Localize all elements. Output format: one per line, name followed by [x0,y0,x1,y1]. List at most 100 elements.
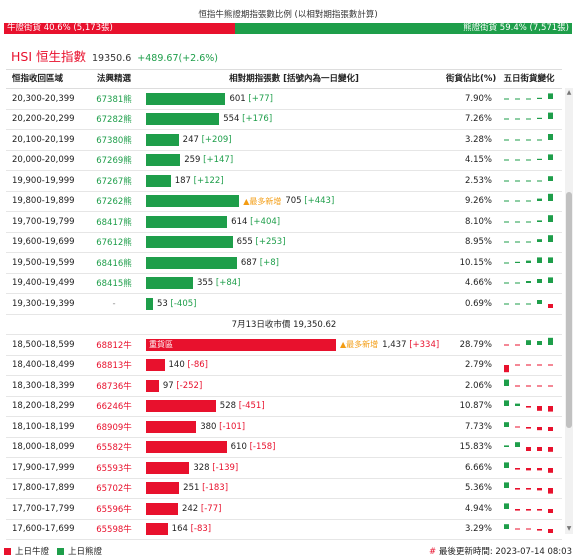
warrant-code[interactable]: 68812牛 [96,340,132,351]
warrant-code-link[interactable]: 68416熊 [86,253,142,273]
warrant-code-link[interactable]: 66246牛 [86,397,142,417]
scrollbar[interactable]: ▲ ▼ [565,88,573,534]
warrant-code-link[interactable]: 65702牛 [86,479,142,499]
sparkline-bar [548,257,553,263]
warrant-code[interactable]: 65702牛 [96,484,132,495]
count-change: [-183] [202,483,229,494]
bull-ratio-segment: 牛證街貨 40.6% (5,173張) [4,23,235,34]
warrant-code[interactable]: 67380熊 [96,135,132,146]
warrant-code[interactable]: 65596牛 [96,504,132,515]
warrant-code[interactable]: - [112,298,116,309]
sparkline-bar [548,447,553,453]
count-bar: 重貨區 [146,338,336,351]
sparkline-bar [537,467,542,471]
warrant-code[interactable]: 67282熊 [96,115,132,126]
warrant-code-link[interactable]: 68909牛 [86,417,142,437]
warrant-code-link[interactable]: 67381熊 [86,89,142,109]
relative-count-cell: 554 [+176] [142,110,446,130]
sparkline-bar [526,385,531,387]
five-day-sparkline [496,335,562,355]
range-cell: 17,900-17,999 [12,462,75,473]
sparkline-bar [504,241,509,243]
share-cell: 4.66% [464,278,492,289]
count-change: [-77] [200,503,222,514]
sparkline-bar [548,175,553,181]
warrant-code[interactable]: 68415熊 [96,279,132,290]
warrant-code[interactable]: 65582牛 [96,443,132,454]
warrant-code-link[interactable]: 65596牛 [86,499,142,519]
sparkline-bar [537,299,542,304]
sparkline-bar [515,98,520,100]
warrant-code-link[interactable]: 65598牛 [86,520,142,540]
count-bar [146,256,237,269]
warrant-code[interactable]: 68416熊 [96,258,132,269]
last-updated: # 最後更新時間: 2023-07-14 08:03 [429,545,572,557]
warrant-code[interactable]: 66246牛 [96,402,132,413]
warrant-code[interactable]: 67267熊 [96,176,132,187]
sparkline-bar [537,340,542,345]
warrant-code-link[interactable]: 68736牛 [86,376,142,396]
warrant-code[interactable]: 67381熊 [96,94,132,105]
warrant-code[interactable]: 67269熊 [96,156,132,167]
warrant-code-link[interactable]: 68417熊 [86,212,142,232]
count-bar [146,92,226,105]
relative-count-cell: 242 [-77] [142,499,446,519]
warrant-code-link[interactable]: 68812牛 [86,335,142,355]
sparkline-chart [504,214,553,223]
sparkline-bar [537,488,542,491]
warrant-code-link[interactable]: 67262熊 [86,192,142,212]
sparkline-bar [526,426,531,429]
warrant-code-link[interactable]: - [86,294,142,314]
five-day-sparkline [496,274,562,294]
sparkline-bar [504,524,509,530]
sparkline-chart [504,257,553,264]
warrant-code[interactable]: 65593牛 [96,463,132,474]
sparkline-bar [548,467,553,473]
count-bar [146,420,197,433]
range-cell: 18,000-18,099 [12,442,75,453]
warrant-code-link[interactable]: 68415熊 [86,274,142,294]
bar-wrap: 97 [-252] [146,376,446,396]
bear-ratio-segment: 熊證街貨 59.4% (7,571張) [234,23,572,34]
warrant-code[interactable]: 67262熊 [96,197,132,208]
table-row: 18,100-18,199 68909牛 380 [-101] 7.73% [6,417,562,438]
warrant-code[interactable]: 68736牛 [96,381,132,392]
warrant-code-link[interactable]: 67282熊 [86,110,142,130]
scroll-up-arrow-icon[interactable]: ▲ [566,89,572,96]
bar-wrap: 614 [+404] [146,212,446,232]
sparkline-chart [504,337,553,346]
warrant-code[interactable]: 67612熊 [96,238,132,249]
warrant-code-link[interactable]: 67269熊 [86,151,142,171]
scroll-thumb[interactable] [566,192,572,428]
table-row: 18,300-18,399 68736牛 97 [-252] 2.06% [6,376,562,397]
count-change: [-405] [170,298,197,309]
count-change: [-158] [249,442,276,453]
share-cell: 0.69% [464,298,492,309]
count-label: 97 [-252] [163,381,202,391]
warrant-code[interactable]: 68813牛 [96,361,132,372]
warrant-code-link[interactable]: 68813牛 [86,356,142,376]
warrant-code[interactable]: 68909牛 [96,422,132,433]
warrant-code[interactable]: 65598牛 [96,525,132,536]
count-bar [146,113,220,126]
share-cell: 7.90% [464,93,492,104]
bull-rows: 18,500-18,599 68812牛 重貨區 ▲最多新增 1,437 [+334] 2… [6,335,562,540]
count-label: 242 [-77] [182,504,221,514]
count-change: [+209] [201,134,232,145]
table-row: 18,500-18,599 68812牛 重貨區 ▲最多新增 1,437 [+334] 2… [6,335,562,356]
warrant-code-link[interactable]: 67267熊 [86,171,142,191]
warrant-code-link[interactable]: 65593牛 [86,458,142,478]
warrant-code-link[interactable]: 67380熊 [86,130,142,150]
warrant-code-link[interactable]: 67612熊 [86,233,142,253]
range-cell: 18,100-18,199 [12,421,75,432]
warrant-code-link[interactable]: 65582牛 [86,438,142,458]
sparkline-bar [515,426,520,428]
five-day-sparkline [496,212,562,232]
warrant-code[interactable]: 68417熊 [96,217,132,228]
sparkline-bar [548,406,553,412]
count-bar [146,297,153,310]
scroll-down-arrow-icon[interactable]: ▼ [566,525,572,532]
sparkline-bar [504,262,509,264]
sparkline-chart [504,93,553,100]
sparkline-bar [504,282,509,284]
